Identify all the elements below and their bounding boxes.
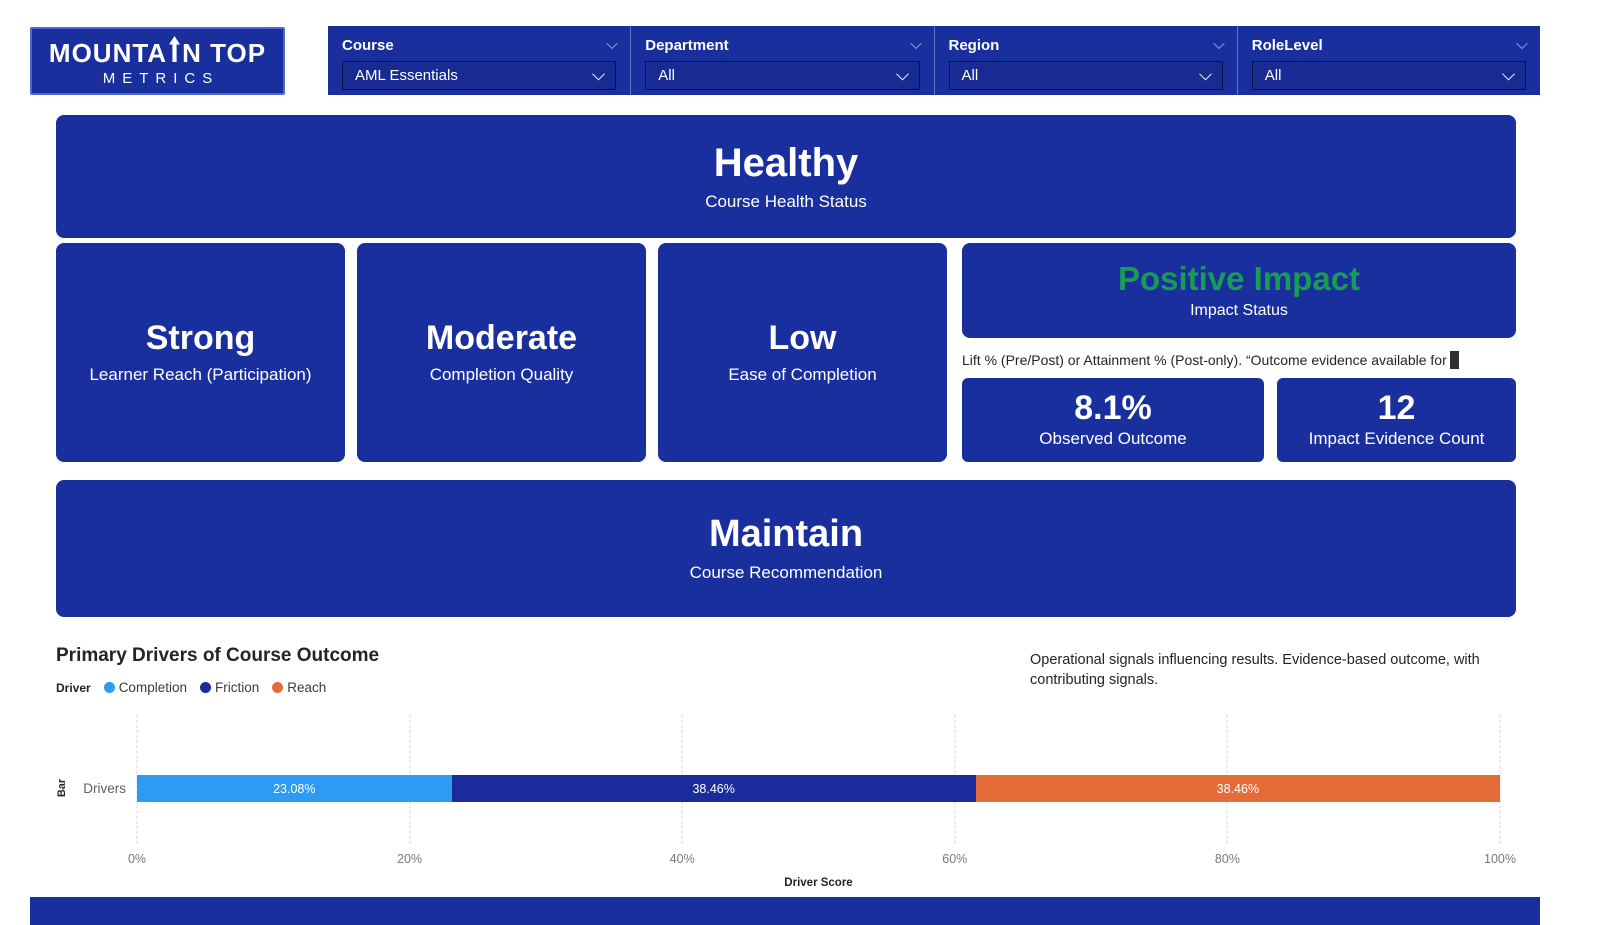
chevron-down-icon[interactable]: [1516, 37, 1528, 50]
bar-segment-reach[interactable]: 38.46%: [975, 775, 1500, 802]
evidence-count-value: 12: [1377, 388, 1416, 427]
legend-title: Driver: [56, 680, 91, 695]
filter-selected-value: AML Essentials: [355, 67, 458, 84]
filter-selected-value: All: [961, 67, 979, 84]
filter-label: RoleLevel: [1251, 36, 1323, 54]
gridline: [1499, 715, 1501, 844]
chevron-down-icon: [1198, 67, 1212, 81]
footer-bar: [30, 897, 1540, 925]
filter-label-row: Department: [645, 34, 922, 56]
x-tick-label: 0%: [127, 852, 147, 866]
filter-dropdown-rolelevel[interactable]: All: [1251, 61, 1526, 90]
filter-label-row: Course: [342, 34, 618, 56]
learner-reach-value: Strong: [145, 319, 256, 358]
impact-note: Lift % (Pre/Post) or Attainment % (Post-…: [962, 350, 1516, 370]
chevron-down-icon[interactable]: [1213, 37, 1225, 50]
observed-outcome-label: Observed Outcome: [1039, 429, 1187, 449]
logo-text-left: MOUNTA: [48, 37, 168, 68]
stacked-bar: 23.08% 38.46% 38.46%: [137, 775, 1500, 802]
health-status-label: Course Health Status: [705, 192, 867, 211]
evidence-count-label: Impact Evidence Count: [1308, 429, 1485, 449]
legend-dot-icon: [272, 682, 284, 693]
card-course-health: Healthy Course Health Status: [56, 115, 1516, 238]
x-tick-label: 20%: [397, 852, 423, 866]
text-truncation-block: [1449, 351, 1459, 369]
logo-text-right: N TOP: [182, 37, 267, 68]
y-category-label: Drivers: [83, 781, 126, 796]
completion-quality-label: Completion Quality: [429, 364, 574, 384]
chevron-down-icon[interactable]: [606, 37, 618, 50]
chevron-down-icon: [895, 67, 909, 81]
filter-label: Department: [645, 36, 729, 54]
ease-label: Ease of Completion: [728, 364, 877, 384]
impact-status-value: Positive Impact: [1117, 260, 1361, 298]
bar-segment-friction[interactable]: 38.46%: [451, 775, 976, 802]
legend-item-friction[interactable]: Friction: [199, 680, 260, 695]
learner-reach-label: Learner Reach (Participation): [89, 364, 312, 384]
card-observed-outcome: 8.1% Observed Outcome: [962, 378, 1264, 462]
filter-bar: Course AML Essentials Department All Region A…: [328, 26, 1540, 95]
filter-label: Region: [948, 36, 1000, 54]
completion-quality-value: Moderate: [425, 319, 578, 358]
card-course-recommendation: Maintain Course Recommendation: [56, 480, 1516, 617]
x-tick-label: 40%: [669, 852, 695, 866]
card-impact-status: Positive Impact Impact Status: [962, 243, 1516, 338]
chevron-down-icon: [592, 67, 606, 81]
legend-label: Friction: [214, 680, 260, 695]
card-impact-evidence-count: 12 Impact Evidence Count: [1277, 378, 1516, 462]
observed-outcome-value: 8.1%: [1074, 388, 1152, 427]
filter-dropdown-region[interactable]: All: [948, 61, 1223, 90]
logo: MOUNTA N TOP METRICS: [30, 27, 285, 95]
logo-subtitle: METRICS: [102, 69, 220, 87]
card-ease-of-completion: Low Ease of Completion: [658, 243, 947, 462]
legend-label: Completion: [118, 680, 187, 695]
impact-note-text: Lift % (Pre/Post) or Attainment % (Post-…: [962, 352, 1447, 368]
filter-department: Department All: [630, 26, 933, 95]
card-completion-quality: Moderate Completion Quality: [357, 243, 646, 462]
filter-selected-value: All: [1264, 67, 1282, 84]
impact-status-label: Impact Status: [1190, 301, 1288, 319]
legend-dot-icon: [103, 682, 115, 693]
x-tick-label: 80%: [1214, 852, 1240, 866]
legend-label: Reach: [287, 680, 327, 695]
recommendation-value: Maintain: [708, 513, 864, 556]
filter-dropdown-department[interactable]: All: [645, 61, 920, 90]
x-tick-label: 60%: [942, 852, 968, 866]
filter-course: Course AML Essentials: [328, 26, 630, 95]
legend-item-reach[interactable]: Reach: [272, 680, 326, 695]
filter-label: Course: [342, 36, 394, 54]
filter-dropdown-course[interactable]: AML Essentials: [342, 61, 617, 90]
logo-title: MOUNTA N TOP: [48, 35, 267, 68]
chart-title: Primary Drivers of Course Outcome: [56, 645, 380, 666]
filter-rolelevel: RoleLevel All: [1236, 26, 1540, 95]
chevron-down-icon: [1502, 67, 1515, 81]
bar-segment-completion[interactable]: 23.08%: [137, 775, 452, 802]
legend-item-completion[interactable]: Completion: [103, 680, 187, 695]
filter-selected-value: All: [658, 67, 675, 84]
legend-dot-icon: [199, 682, 211, 693]
x-axis-title: Driver Score: [784, 877, 853, 889]
recommendation-label: Course Recommendation: [689, 562, 883, 582]
card-learner-reach: Strong Learner Reach (Participation): [56, 243, 345, 462]
chevron-down-icon[interactable]: [909, 37, 922, 50]
ease-value: Low: [768, 319, 837, 358]
filter-region: Region All: [933, 26, 1237, 95]
filter-label-row: Region: [948, 34, 1225, 56]
health-status-value: Healthy: [713, 141, 859, 185]
up-arrow-icon: [168, 35, 181, 66]
chart-caption: Operational signals influencing results.…: [1030, 652, 1480, 688]
x-tick-label: 100%: [1484, 852, 1516, 866]
filter-label-row: RoleLevel: [1251, 34, 1528, 56]
x-axis-ticks: 0% 20% 40% 60% 80% 100%: [128, 852, 1516, 868]
chart-plot-area: 23.08% 38.46% 38.46%: [136, 715, 1501, 844]
chart-legend: Driver Completion Friction Reach: [56, 680, 326, 695]
